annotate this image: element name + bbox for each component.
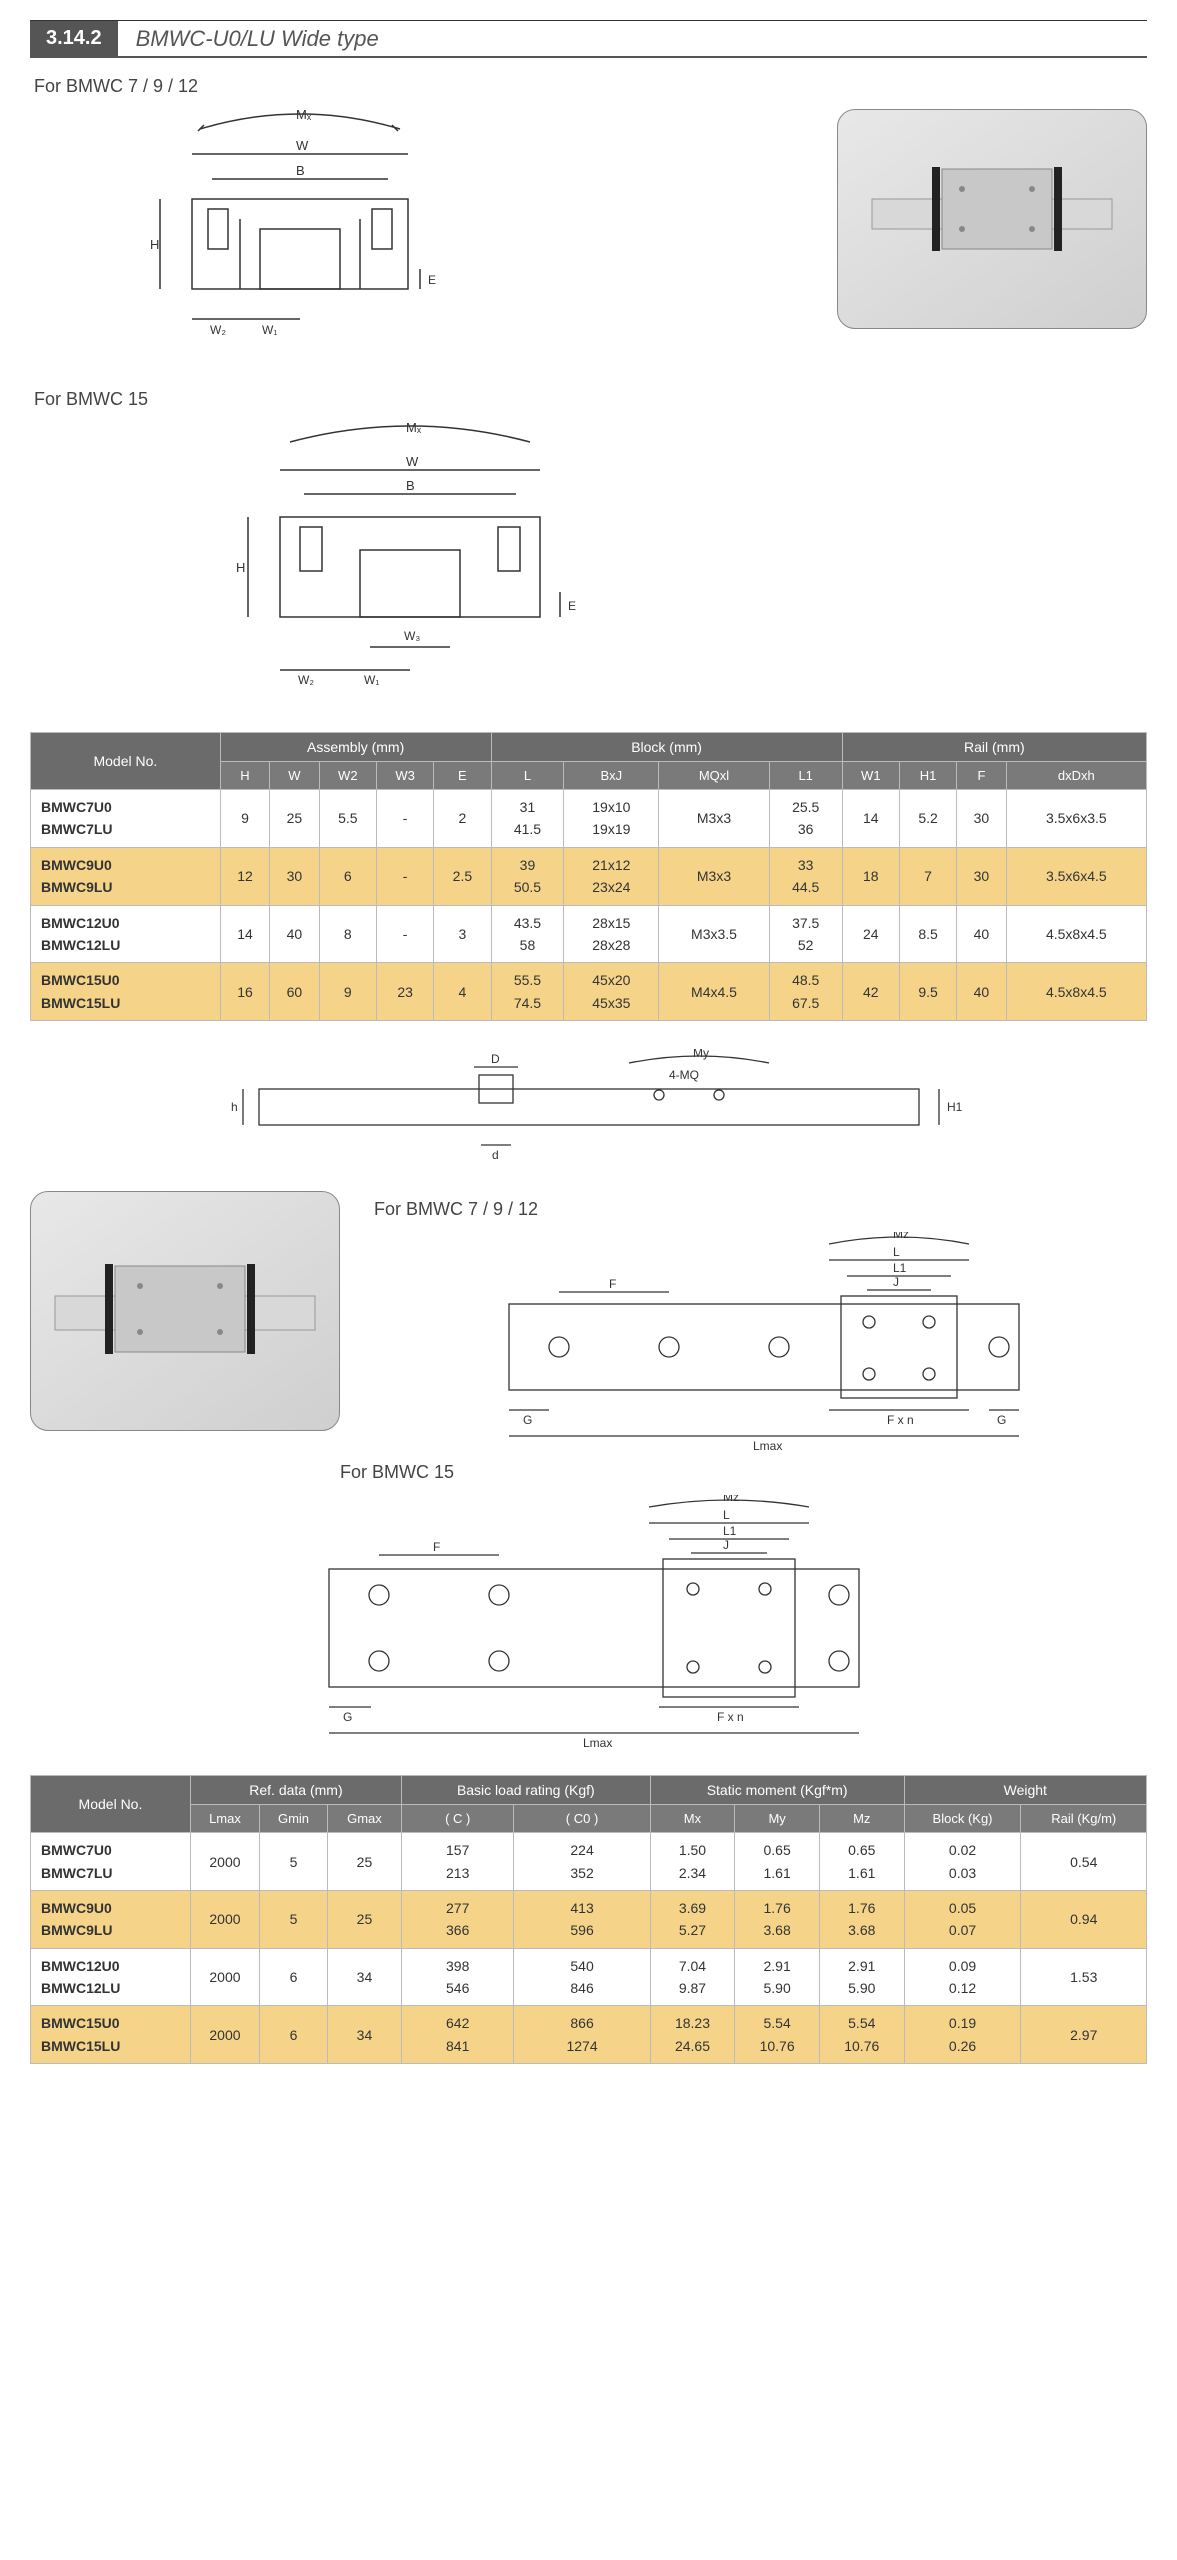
svg-text:My: My: [693, 1049, 709, 1060]
svg-text:H: H: [150, 237, 159, 252]
diagram1-label: For BMWC 7 / 9 / 12: [34, 76, 1147, 97]
svg-text:4-MQ: 4-MQ: [669, 1068, 699, 1082]
section-number: 3.14.2: [30, 21, 118, 56]
svg-text:F: F: [433, 1540, 440, 1554]
table-row: BMWC9U0BMWC9LU12306-2.53950.521x1223x24M…: [31, 847, 1147, 905]
product-photo-top: [837, 109, 1147, 329]
svg-text:Mz: Mz: [723, 1495, 739, 1504]
section-header: 3.14.2 BMWC-U0/LU Wide type: [30, 20, 1147, 58]
svg-text:F x n: F x n: [887, 1413, 914, 1427]
svg-text:E: E: [428, 273, 436, 287]
svg-text:Lmax: Lmax: [753, 1439, 782, 1452]
svg-text:Mₓ: Mₓ: [406, 422, 422, 435]
spec-table-1: Model No. Assembly (mm) Block (mm) Rail …: [30, 732, 1147, 1021]
svg-text:W₃: W₃: [404, 629, 420, 643]
t2-h-moment: Static moment (Kgf*m): [650, 1776, 904, 1805]
front-view-drawing-15: Mₓ W B W₃ W₁ W₂ H E: [200, 422, 620, 712]
table-row: BMWC7U0BMWC7LU20005251572132243521.502.3…: [31, 1833, 1147, 1891]
t2-h-load: Basic load rating (Kgf): [401, 1776, 650, 1805]
svg-text:H1: H1: [947, 1100, 963, 1114]
diagram4-label: For BMWC 15: [340, 1462, 1147, 1483]
svg-text:L1: L1: [893, 1261, 907, 1275]
svg-text:W₁: W₁: [364, 673, 379, 687]
svg-text:W₂: W₂: [298, 673, 314, 687]
rail-cross-section-drawing: D d h My 4-MQ H1: [30, 1049, 1147, 1169]
diagram-block-2: For BMWC 15 Mₓ W B W₃ W₁ W₂ H: [30, 389, 1147, 712]
svg-text:F x n: F x n: [717, 1710, 744, 1724]
svg-text:E: E: [568, 599, 576, 613]
table-row: BMWC15U0BMWC15LU2000634642841866127418.2…: [31, 2006, 1147, 2064]
svg-text:B: B: [406, 478, 415, 493]
table-row: BMWC7U0BMWC7LU9255.5-23141.519x1019x19M3…: [31, 790, 1147, 848]
svg-text:D: D: [491, 1052, 500, 1066]
svg-text:G: G: [343, 1710, 352, 1724]
table-row: BMWC12U0BMWC12LU14408-343.55828x1528x28M…: [31, 905, 1147, 963]
t1-h-block: Block (mm): [491, 733, 842, 762]
diagram3-label: For BMWC 7 / 9 / 12: [374, 1199, 1147, 1220]
table-row: BMWC9U0BMWC9LU20005252773664135963.695.2…: [31, 1890, 1147, 1948]
svg-text:F: F: [609, 1277, 616, 1291]
svg-text:Lmax: Lmax: [583, 1736, 612, 1750]
svg-text:J: J: [893, 1275, 899, 1289]
svg-text:B: B: [296, 163, 305, 178]
t1-h-rail: Rail (mm): [842, 733, 1146, 762]
front-view-drawing-7-9-12: Mₓ W B H W₂ W₁ E: [120, 109, 480, 369]
svg-text:W₂: W₂: [210, 323, 226, 337]
svg-text:H: H: [236, 560, 245, 575]
diagram-block-1: For BMWC 7 / 9 / 12 Mₓ W B H: [30, 76, 1147, 369]
svg-text:G: G: [997, 1413, 1006, 1427]
svg-text:G: G: [523, 1413, 532, 1427]
svg-text:W: W: [296, 138, 309, 153]
section-title: BMWC-U0/LU Wide type: [118, 26, 379, 52]
svg-text:W: W: [406, 454, 419, 469]
diagram2-label: For BMWC 15: [34, 389, 1147, 410]
t1-h-model: Model No.: [31, 733, 221, 790]
diagram-block-4: For BMWC 15 Mz L L1 J F: [30, 1462, 1147, 1755]
top-view-drawing-7-9-12: Mz L L1 J F G F x n G Lmax: [370, 1232, 1147, 1452]
t2-h-ref: Ref. data (mm): [190, 1776, 401, 1805]
table-row: BMWC15U0BMWC15LU1660923455.574.545x2045x…: [31, 963, 1147, 1021]
top-view-drawing-15: Mz L L1 J F G F x n Lmax: [279, 1495, 899, 1755]
svg-text:d: d: [492, 1148, 499, 1162]
svg-text:h: h: [231, 1100, 238, 1114]
svg-text:Mₓ: Mₓ: [296, 109, 312, 122]
svg-text:L1: L1: [723, 1524, 737, 1538]
svg-text:W₁: W₁: [262, 323, 277, 337]
t2-h-weight: Weight: [904, 1776, 1146, 1805]
spec-table-2: Model No. Ref. data (mm) Basic load rati…: [30, 1775, 1147, 2064]
svg-text:Mz: Mz: [893, 1232, 909, 1241]
t2-h-model: Model No.: [31, 1776, 191, 1833]
svg-text:L: L: [893, 1245, 900, 1259]
svg-text:L: L: [723, 1508, 730, 1522]
table-row: BMWC12U0BMWC12LU20006343985465408467.049…: [31, 1948, 1147, 2006]
t1-h-assembly: Assembly (mm): [220, 733, 491, 762]
svg-text:J: J: [723, 1538, 729, 1552]
product-photo-bottom: [30, 1191, 340, 1431]
